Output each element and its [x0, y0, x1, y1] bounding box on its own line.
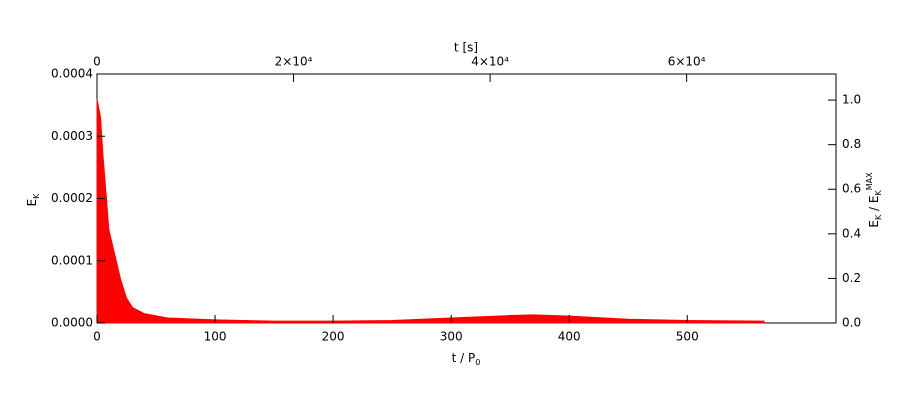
- x-tick-label: 0: [93, 330, 101, 344]
- y-tick-label: 0.0002: [51, 191, 93, 205]
- x-tick-label: 100: [204, 330, 227, 344]
- x2-tick-label: 0: [93, 55, 101, 69]
- x2-tick-label: 2×10⁴: [275, 55, 313, 69]
- y2-tick-label: 0.4: [842, 226, 861, 240]
- x-tick-label: 200: [322, 330, 345, 344]
- x2-axis-label: t [s]: [454, 41, 478, 55]
- x-tick-label: 500: [676, 330, 699, 344]
- x-tick-label: 300: [440, 330, 463, 344]
- y2-tick-label: 0.0: [842, 316, 861, 330]
- y-tick-label: 0.0004: [51, 67, 93, 81]
- y2-tick-label: 0.2: [842, 271, 861, 285]
- energy-area: [96, 98, 765, 324]
- y-tick-label: 0.0000: [51, 316, 93, 330]
- y-tick-label: 0.0003: [51, 129, 93, 143]
- y-axis-label: EK: [25, 193, 41, 207]
- x-axis-label: t / P0: [452, 351, 481, 367]
- y2-tick-label: 1.0: [842, 93, 861, 107]
- y2-tick-label: 0.6: [842, 182, 861, 196]
- plot-frame: [96, 73, 837, 324]
- y2-tick-label: 0.8: [842, 137, 861, 151]
- x2-tick-label: 6×10⁴: [668, 55, 706, 69]
- y-tick-label: 0.0001: [51, 253, 93, 267]
- x2-tick-label: 4×10⁴: [471, 55, 509, 69]
- x-tick-label: 400: [558, 330, 581, 344]
- y2-axis-label: EK / EKMAX: [865, 172, 883, 228]
